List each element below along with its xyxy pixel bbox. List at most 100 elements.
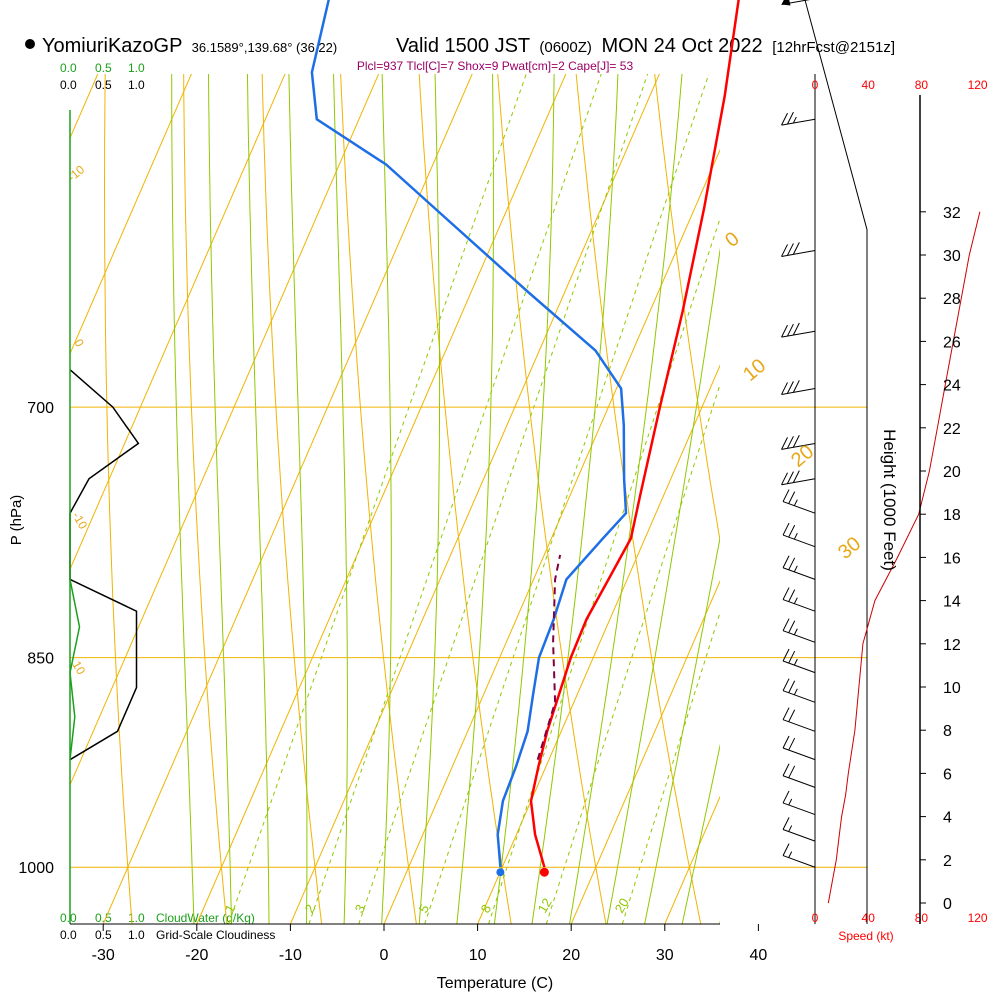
dry-adiabat-lines: [103, 0, 1000, 930]
pressure-axis: 2503004005007008501000: [18, 400, 54, 877]
mixing-ratio-label-12: 12: [535, 895, 555, 915]
isotherm--10: [289, 74, 660, 924]
speed-tick-bottom-80: 80: [915, 911, 929, 925]
wind-barb-feather: [781, 112, 788, 126]
wind-barb-feather: [786, 436, 794, 449]
station-coords: 36.1589°,139.68° (36,22): [192, 40, 338, 55]
cloud-top-green-2: 1.0: [128, 61, 145, 75]
height-tick-8: 8: [943, 723, 952, 740]
wind-barb-half-feather: [788, 798, 793, 806]
height-tick-28: 28: [943, 291, 961, 308]
speed-tick-top-80: 80: [915, 78, 929, 92]
pressure-tick-1000: 1000: [18, 860, 54, 877]
isotherm-0: [383, 148, 720, 924]
wind-barb-staff: [782, 775, 816, 788]
isotherm--40: [70, 74, 380, 787]
cloudiness-profile: [69, 369, 140, 761]
wind-barb-12: [781, 322, 816, 338]
valid-zulu: (0600Z): [539, 39, 592, 56]
mixing-ratio-8: [488, 217, 720, 924]
isobar-lines: [70, 406, 867, 868]
isotherm--90: [0, 0, 343, 924]
cloud-axis-top: 0.0 0.5 1.0 0.0 0.5 1.0: [60, 61, 145, 92]
wind-barb-half-feather: [793, 565, 798, 573]
wind-barb-staff: [782, 747, 816, 761]
isotherm--100: [0, 0, 249, 924]
y-axis-title: P (hPa): [8, 495, 25, 546]
speed-tick-top-40: 40: [862, 78, 876, 92]
forecast-info: [12hrFcst@2151z]: [772, 39, 895, 56]
cloud-axis-bottom: 0.0 0.5 1.0 CloudWater (g/Kg) 0.0 0.5 1.…: [60, 911, 275, 942]
wind-barb-staff: [782, 855, 816, 868]
station-name: YomiuriKazoGP: [42, 35, 182, 57]
height-tick-26: 26: [943, 334, 961, 351]
dry-adiabat--10: [261, 74, 323, 924]
moist-adiabat-32: [681, 743, 720, 924]
indices-line: Plcl=937 Tlcl[C]=7 Shox=9 Pwat[cm]=2 Cap…: [357, 59, 634, 73]
isotherm-50: [852, 0, 1000, 924]
wind-barb-feather: [792, 242, 800, 255]
cloud-bottom-black-1: 0.5: [95, 928, 112, 942]
moist-adiabat--4: [333, 74, 348, 924]
wind-barb-staff: [781, 118, 816, 126]
wind-barb-feather: [782, 618, 790, 631]
wind-barb-15: [781, 470, 816, 486]
wind-barb-half-feather: [793, 658, 798, 666]
wind-barb-feather: [786, 323, 794, 337]
wind-barb-19: [782, 587, 816, 612]
isotherm--20: [196, 74, 567, 924]
speed-tick-bottom-0: 0: [812, 911, 819, 925]
wind-barb-staff: [782, 660, 816, 674]
wind-barb-23: [782, 707, 816, 732]
dry-adiabat-100: [973, 0, 1000, 930]
wind-barb-staff: [782, 829, 816, 842]
wind-barb-16: [782, 489, 816, 514]
wind-barb-staff: [782, 719, 816, 732]
wind-barb-feather: [782, 587, 790, 600]
wind-barb-feather: [792, 435, 800, 448]
wind-barb-staff: [782, 690, 816, 703]
isotherm-30: [664, 795, 720, 924]
wind-barb-feather: [788, 557, 796, 571]
temp-tick-20: 20: [562, 947, 580, 964]
svg-text:Valid 1500 JST (0600Z): Valid 1500 JST (0600Z) MON 24 Oct 2022 […: [396, 35, 895, 57]
pressure-tick-850: 850: [27, 651, 54, 668]
wind-barb-half-feather: [793, 688, 798, 696]
mixing-ratio-label-20: 20: [612, 895, 632, 915]
isotherm--50: [70, 74, 286, 571]
wind-barb-28: [782, 843, 816, 868]
temp-tick-10: 10: [469, 947, 487, 964]
station-marker-icon: [25, 39, 35, 49]
wind-barb-feather: [781, 324, 788, 338]
moist-adiabat-label-1: 0: [71, 337, 87, 350]
dry-adiabat-40: [654, 74, 720, 544]
wind-barb-20: [782, 618, 816, 643]
height-tick-4: 4: [943, 810, 952, 827]
wind-barb-staff: [782, 802, 816, 816]
wind-barb-half-feather: [788, 851, 793, 858]
wind-barb-26: [782, 790, 816, 816]
moist-adiabat-24: [606, 247, 720, 924]
x-axis-title: Temperature (C): [437, 975, 553, 992]
wind-barb-feather: [786, 111, 794, 125]
mixing-ratio-5: [424, 74, 710, 924]
wind-barb-25: [782, 763, 816, 788]
height-tick-20: 20: [943, 464, 961, 481]
cloud-bottom-black-0: 0.0: [60, 928, 77, 942]
wind-barb-feather: [786, 471, 794, 484]
wind-barb-feather: [788, 524, 796, 538]
wind-barb-feather: [781, 472, 788, 485]
height-tick-32: 32: [943, 205, 961, 222]
wind-barb-feather: [788, 650, 796, 664]
mixing-ratio-3: [358, 74, 649, 924]
wind-barb-24: [782, 735, 816, 761]
moist-adiabat-40: [756, 0, 1000, 930]
moist-adiabat--20: [171, 74, 195, 924]
wind-barb-feather: [788, 737, 796, 751]
temp-tick-30: 30: [656, 947, 674, 964]
wind-barb-half-feather: [793, 597, 798, 604]
height-tick-24: 24: [943, 378, 961, 395]
wind-barb-feather: [782, 678, 790, 691]
wind-barb-half-feather: [793, 628, 798, 636]
height-tick-2: 2: [943, 853, 952, 870]
